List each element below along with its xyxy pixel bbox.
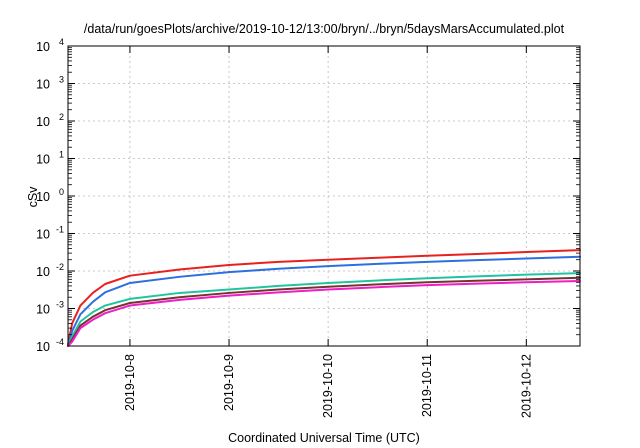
- grid: [68, 46, 580, 346]
- x-tick-label: 2019-10-9: [222, 354, 236, 411]
- series-line-3: [67, 272, 581, 347]
- x-ticks: 2019-10-8 2019-10-9 2019-10-10 2019-10-11 20…: [123, 46, 533, 418]
- y-tick-base: 10: [36, 40, 50, 54]
- x-axis-label: Coordinated Universal Time (UTC): [228, 431, 420, 445]
- series-line-5: [67, 280, 581, 347]
- y-tick-label: 10: [36, 228, 50, 242]
- y-tick-label: 10: [36, 303, 50, 317]
- x-tick-label: 2019-10-8: [123, 354, 137, 411]
- y-tick-base: 10: [36, 153, 50, 167]
- x-tick-label: 2019-10-10: [321, 354, 335, 418]
- y-tick-exponent: 1: [59, 150, 64, 160]
- y-tick-label: 10: [36, 78, 50, 92]
- x-tick-label: 2019-10-12: [519, 354, 533, 418]
- y-tick-exponent: 4: [59, 37, 64, 47]
- series-line-4: [67, 276, 581, 347]
- y-tick-label: 10: [36, 190, 50, 204]
- x-tick-label: 2019-10-11: [420, 354, 434, 417]
- y-tick-exponent: -1: [56, 225, 64, 235]
- y-tick-label: 10: [36, 153, 50, 167]
- y-tick-base: 10: [36, 190, 50, 204]
- y-tick-base: 10: [36, 340, 50, 354]
- y-tick-base: 10: [36, 78, 50, 92]
- y-ticks: 10 -4 10 -3 10 -2 10 -1 10 0 10 1 10 2 10 3 10 4: [36, 37, 580, 354]
- y-tick-label: 10: [36, 40, 50, 54]
- y-tick-base: 10: [36, 228, 50, 242]
- series-line-2: [67, 255, 581, 347]
- y-tick-label: 10: [36, 265, 50, 279]
- y-tick-label: 10: [36, 340, 50, 354]
- y-tick-exponent: -4: [56, 337, 64, 347]
- y-tick-base: 10: [36, 265, 50, 279]
- y-tick-exponent: 0: [59, 187, 64, 197]
- y-axis-label: cSv: [26, 186, 40, 208]
- chart-title: /data/run/goesPlots/archive/2019-10-12/1…: [84, 22, 565, 36]
- y-tick-exponent: -3: [56, 300, 64, 310]
- y-tick-exponent: -2: [56, 262, 64, 272]
- y-tick-base: 10: [36, 115, 50, 129]
- y-tick-exponent: 3: [59, 75, 64, 85]
- y-tick-label: 10: [36, 115, 50, 129]
- series-layer: [67, 249, 581, 347]
- y-tick-base: 10: [36, 303, 50, 317]
- series-line-1: [67, 249, 581, 346]
- y-tick-exponent: 2: [59, 112, 64, 122]
